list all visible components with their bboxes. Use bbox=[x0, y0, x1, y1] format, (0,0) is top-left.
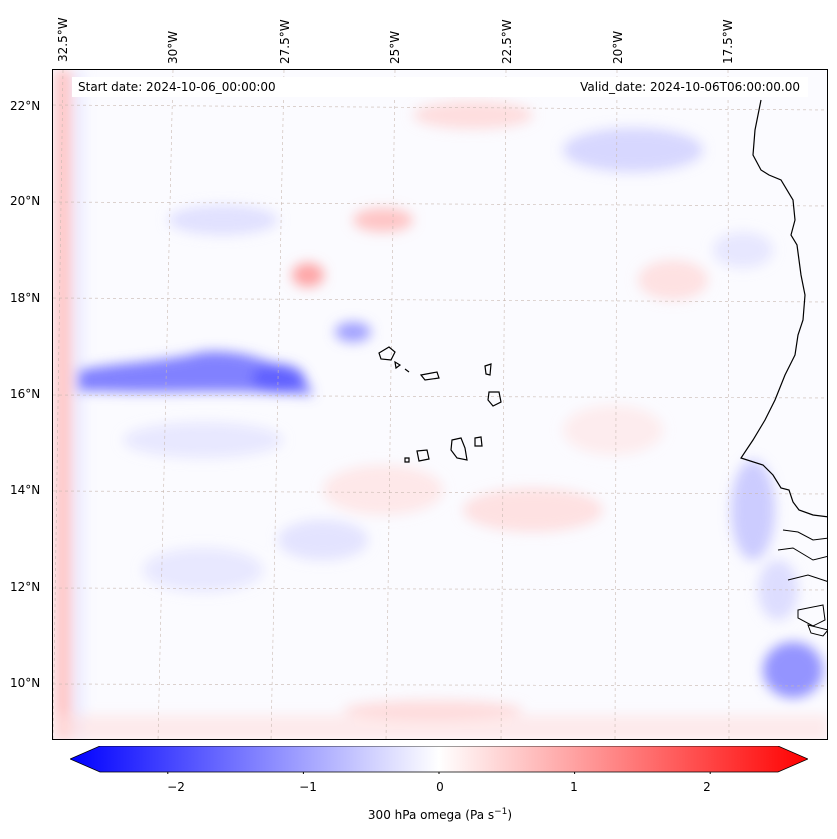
lat-label-18n: 18°N bbox=[10, 291, 41, 305]
lon-label-17-5w: 17.5°W bbox=[721, 19, 735, 64]
colorbar bbox=[70, 746, 808, 774]
colorbar-label: 300 hPa omega (Pa s−1) bbox=[0, 807, 837, 822]
lat-label-22n: 22°N bbox=[10, 99, 41, 113]
colorbar-label-exponent: −1 bbox=[494, 807, 508, 817]
title-bar: Start date: 2024-10-06_00:00:00 Valid_da… bbox=[72, 77, 808, 97]
cape-verde-islands bbox=[378, 346, 502, 463]
colorbar-tick-2: 2 bbox=[703, 780, 711, 794]
lon-label-30w: 30°W bbox=[166, 30, 180, 64]
lat-label-12n: 12°N bbox=[10, 580, 41, 594]
lon-label-25w: 25°W bbox=[388, 30, 402, 64]
lat-label-20n: 20°N bbox=[10, 194, 41, 208]
valid-date-label: Valid_date: 2024-10-06T06:00:00.00 bbox=[580, 80, 800, 94]
colorbar-ramp bbox=[70, 746, 808, 773]
omega-anomalies bbox=[53, 70, 827, 739]
africa-coastline bbox=[740, 99, 827, 518]
colorbar-label-text: 300 hPa omega (Pa s bbox=[367, 808, 495, 822]
colorbar-tick-neg1: −1 bbox=[299, 780, 317, 794]
lat-label-16n: 16°N bbox=[10, 387, 41, 401]
colorbar-tick-0: 0 bbox=[436, 780, 444, 794]
colorbar-tick-neg2: −2 bbox=[167, 780, 185, 794]
lon-label-20w: 20°W bbox=[611, 30, 625, 64]
start-date-label: Start date: 2024-10-06_00:00:00 bbox=[78, 80, 276, 94]
colorbar-tick-1: 1 bbox=[570, 780, 578, 794]
lat-label-10n: 10°N bbox=[10, 676, 41, 690]
map-panel bbox=[52, 69, 828, 740]
graticule bbox=[53, 70, 827, 739]
colorbar-label-end: ) bbox=[507, 808, 513, 822]
lon-label-27-5w: 27.5°W bbox=[278, 19, 292, 64]
lat-label-14n: 14°N bbox=[10, 483, 41, 497]
lon-label-22-5w: 22.5°W bbox=[500, 19, 514, 64]
lon-label-32-5w: 32.5°W bbox=[56, 17, 70, 62]
omega-field bbox=[53, 70, 827, 739]
